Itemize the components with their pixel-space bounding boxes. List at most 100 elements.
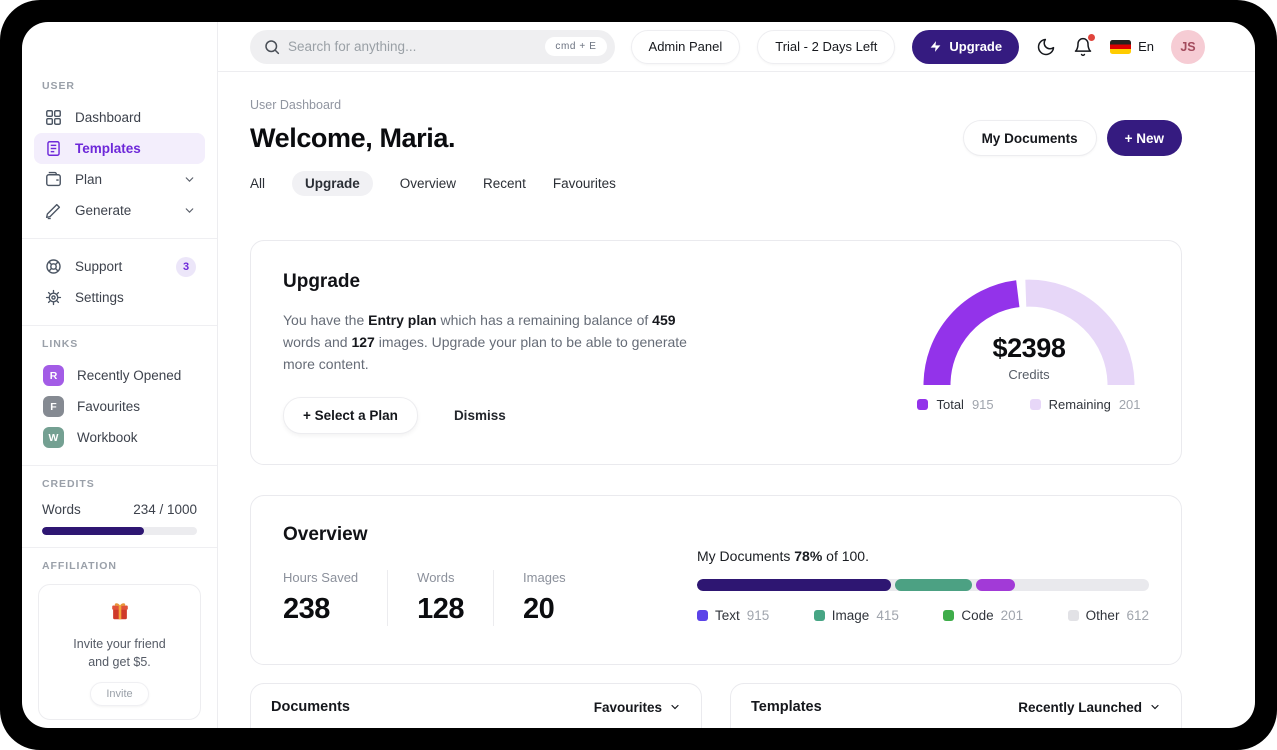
legend-code: Code 201 xyxy=(943,608,1023,623)
sidebar: USER Dashboard Templates Plan xyxy=(22,22,218,728)
trial-status-button[interactable]: Trial - 2 Days Left xyxy=(757,29,896,64)
german-flag-icon xyxy=(1110,39,1132,54)
gauge-value: $2398 xyxy=(992,333,1066,363)
support-count-badge: 3 xyxy=(176,256,196,277)
link-label: Favourites xyxy=(77,399,141,414)
sidebar-section-credits: CREDITS xyxy=(42,478,95,490)
stacked-progress-bar xyxy=(697,579,1149,592)
sidebar-item-templates[interactable]: Templates xyxy=(34,133,205,164)
divider xyxy=(22,465,217,466)
user-avatar[interactable]: JS xyxy=(1171,29,1205,64)
documents-progress: My Documents 78% of 100. Text 915 xyxy=(697,548,1149,634)
tab-recent[interactable]: Recent xyxy=(483,176,526,191)
divider xyxy=(22,325,217,326)
sidebar-section-links: LINKS xyxy=(42,338,79,350)
notifications-button[interactable] xyxy=(1073,33,1096,57)
tab-bar: All Upgrade Overview Recent Favourites xyxy=(250,171,1182,196)
sidebar-item-plan[interactable]: Plan xyxy=(34,164,205,195)
templates-filter-dropdown[interactable]: Recently Launched xyxy=(1018,700,1161,715)
upgrade-button[interactable]: Upgrade xyxy=(912,29,1020,64)
sidebar-link-favourites[interactable]: F Favourites xyxy=(34,391,205,422)
topbar: cmd + E Admin Panel Trial - 2 Days Left … xyxy=(218,22,1255,72)
lightning-icon xyxy=(930,41,941,52)
overview-card-title: Overview xyxy=(283,524,368,546)
sidebar-item-label: Generate xyxy=(75,203,132,218)
tab-all[interactable]: All xyxy=(250,176,266,191)
search-bar[interactable]: cmd + E xyxy=(250,29,615,64)
templates-card: Templates Recently Launched Blog Post Ti… xyxy=(730,683,1182,728)
lifebuoy-icon xyxy=(43,257,63,276)
link-initial-badge: F xyxy=(43,396,64,417)
gauge-chart xyxy=(923,279,1135,386)
wallet-icon xyxy=(43,170,63,189)
gear-icon xyxy=(43,288,63,307)
bar-segment-image xyxy=(895,579,973,592)
sidebar-item-generate[interactable]: Generate xyxy=(34,195,205,226)
words-progress-fill xyxy=(42,527,145,535)
upgrade-card: Upgrade You have the Entry plan which ha… xyxy=(250,240,1182,466)
link-initial-badge: W xyxy=(43,427,64,448)
sidebar-item-label: Dashboard xyxy=(75,110,142,125)
page-title: Welcome, Maria. xyxy=(250,122,456,153)
words-progress-bar xyxy=(42,527,197,535)
upgrade-card-title: Upgrade xyxy=(283,271,361,292)
dismiss-button[interactable]: Dismiss xyxy=(453,408,506,424)
search-input[interactable] xyxy=(288,39,546,54)
credits-gauge: $2398 Credits Total 915 Remaining 201 xyxy=(909,271,1149,434)
my-documents-button[interactable]: My Documents xyxy=(962,120,1097,156)
upgrade-card-left: Upgrade You have the Entry plan which ha… xyxy=(283,271,715,435)
new-button[interactable]: + New xyxy=(1106,120,1182,156)
tab-overview[interactable]: Overview xyxy=(399,176,457,191)
legend-text: Text 915 xyxy=(697,608,769,623)
stats-row: Hours Saved 238 Words 128 Images 20 xyxy=(283,570,595,627)
sidebar-item-label: Templates xyxy=(75,141,141,156)
link-label: Recently Opened xyxy=(77,368,182,383)
chevron-down-icon xyxy=(183,204,196,217)
legend-remaining: Remaining 201 xyxy=(1029,397,1141,412)
legend-image: Image 415 xyxy=(813,608,899,623)
sidebar-item-label: Plan xyxy=(75,172,103,187)
legend-swatch xyxy=(697,610,708,622)
sidebar-item-dashboard[interactable]: Dashboard xyxy=(34,102,205,133)
dark-mode-toggle[interactable] xyxy=(1036,37,1056,57)
sidebar-item-settings[interactable]: Settings xyxy=(34,282,205,313)
app-window: USER Dashboard Templates Plan xyxy=(22,22,1255,728)
invite-button[interactable]: Invite xyxy=(90,682,149,707)
divider xyxy=(22,547,217,548)
gauge-total-arc xyxy=(923,280,1020,386)
grid-icon xyxy=(43,108,63,127)
sidebar-link-recently-opened[interactable]: R Recently Opened xyxy=(34,360,205,391)
affiliation-card: Invite your friend and get $5. Invite xyxy=(38,584,201,721)
language-selector[interactable]: En xyxy=(1110,39,1154,54)
legend-swatch xyxy=(1029,399,1041,410)
sidebar-item-support[interactable]: Support 3 xyxy=(34,251,205,282)
link-initial-badge: R xyxy=(43,365,64,386)
credits-words-label: Words xyxy=(42,502,81,517)
content: User Dashboard Welcome, Maria. My Docume… xyxy=(218,72,1255,728)
documents-filter-dropdown[interactable]: Favourites xyxy=(594,700,681,715)
search-shortcut-badge: cmd + E xyxy=(545,37,607,56)
search-icon xyxy=(265,39,280,54)
main-area: cmd + E Admin Panel Trial - 2 Days Left … xyxy=(218,22,1255,728)
templates-card-title: Templates xyxy=(751,699,822,716)
link-label: Workbook xyxy=(77,430,138,445)
admin-panel-button[interactable]: Admin Panel xyxy=(630,29,741,64)
tab-upgrade[interactable]: Upgrade xyxy=(292,171,373,196)
select-plan-button[interactable]: + Select a Plan xyxy=(283,397,418,435)
legend-swatch xyxy=(943,610,955,622)
divider xyxy=(22,238,217,239)
chevron-down-icon xyxy=(1151,705,1159,710)
bar-segment-code xyxy=(976,579,1015,592)
gauge-legend: Total 915 Remaining 201 xyxy=(909,397,1149,412)
breadcrumb: User Dashboard xyxy=(250,98,342,112)
documents-card-title: Documents xyxy=(271,699,350,716)
tab-favourites[interactable]: Favourites xyxy=(552,176,616,191)
upgrade-card-body: You have the Entry plan which has a rema… xyxy=(283,312,687,372)
sidebar-link-workbook[interactable]: W Workbook xyxy=(34,422,205,453)
sidebar-section-user: USER xyxy=(42,80,75,92)
stat-words: Words 128 xyxy=(387,570,493,627)
stat-hours-saved: Hours Saved 238 xyxy=(283,570,359,626)
document-icon xyxy=(43,139,63,158)
sidebar-section-affiliation: AFFILIATION xyxy=(42,560,117,572)
